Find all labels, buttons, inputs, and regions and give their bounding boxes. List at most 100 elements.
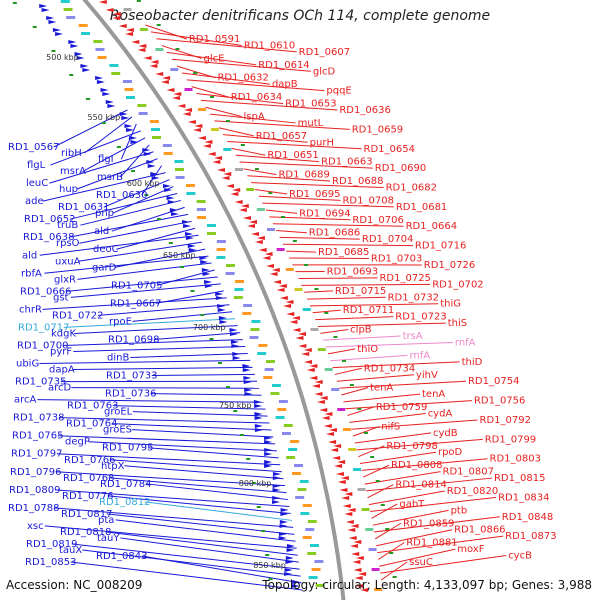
right-gene-label: thiD (462, 357, 483, 368)
left-label-connector (73, 346, 246, 352)
gene-arrow-reverse (150, 60, 159, 64)
gene-arrow-forward (291, 584, 300, 588)
gene-arrow-forward (244, 388, 253, 392)
right-label-connector (377, 535, 504, 554)
right-gene-label: RD1_0799 (485, 434, 536, 445)
gene-arrow-forward (217, 308, 226, 312)
left-label-connector (65, 276, 218, 292)
left-gene-label: groES (103, 425, 132, 436)
gene-arrow-forward (254, 428, 263, 432)
feature-tick (200, 314, 205, 316)
cog-block (150, 128, 160, 131)
gene-arrow-reverse (342, 504, 351, 508)
gene-arrow-reverse (301, 352, 310, 356)
left-gene-label: leuC (26, 178, 48, 189)
right-label-connectors (145, 24, 507, 581)
right-label-connector (304, 290, 333, 293)
right-gene-label: RD1_0808 (391, 460, 442, 471)
left-gene-label: RD1_0717 (18, 322, 69, 333)
cog-block (365, 528, 374, 531)
gene-arrow-forward (264, 464, 273, 468)
gene-arrow-reverse (212, 160, 221, 164)
gene-arrow-reverse (330, 448, 339, 452)
cog-block (263, 376, 273, 379)
gene-arrow-reverse (309, 376, 318, 380)
gene-arrow-reverse (149, 64, 158, 68)
gene-arrow-forward (147, 164, 156, 168)
right-gene-label: ssuC (409, 557, 433, 568)
right-gene-label: RD1_0734 (364, 363, 415, 374)
cog-block (348, 448, 357, 451)
cog-block (295, 496, 305, 499)
gene-arrow-forward (204, 284, 213, 288)
right-label-connector (330, 354, 408, 362)
left-gene-label: RD1_0819 (26, 539, 77, 550)
feature-tick (380, 504, 385, 506)
left-label-connector (132, 311, 233, 322)
gene-arrow-forward (284, 572, 293, 576)
gene-arrow-forward (82, 68, 91, 72)
gene-arrow-reverse (172, 96, 180, 100)
left-gene-label: RD1_0853 (25, 557, 76, 568)
feature-tick (116, 146, 121, 148)
right-label-connector (373, 516, 500, 533)
feature-tick (333, 336, 338, 338)
cog-block (163, 152, 173, 155)
cog-block (310, 328, 319, 331)
gene-arrow-forward (125, 128, 134, 132)
gene-arrow-reverse (160, 80, 169, 84)
left-gene-label: RD1_0700 (17, 340, 68, 351)
scale-tick-label: 550 kbp (88, 113, 121, 122)
right-label-connector (209, 113, 296, 124)
scale-tick-label: 650 kbp (163, 251, 196, 260)
gene-arrow-forward (121, 116, 130, 120)
right-gene-label: RD1_0688 (332, 176, 383, 187)
gene-arrow-forward (272, 496, 281, 500)
left-gene-label: arcA (14, 395, 37, 406)
gene-arrow-reverse (355, 556, 364, 560)
cog-block (93, 40, 103, 43)
gene-arrow-reverse (266, 264, 275, 268)
cog-block (60, 0, 70, 3)
left-gene-label: RD1_0722 (52, 310, 103, 321)
right-gene-label: RD1_0706 (352, 215, 403, 226)
left-label-connector (144, 501, 292, 521)
cog-block (155, 48, 164, 51)
accession-label: Accession: (6, 578, 70, 592)
right-label-connector (166, 51, 257, 66)
left-gene-label: flgL (27, 160, 46, 171)
right-gene-label: RD1_0682 (386, 183, 437, 194)
cog-block (281, 432, 291, 435)
gene-arrow-reverse (289, 320, 298, 324)
right-label-connector (379, 548, 456, 567)
cog-block (207, 224, 217, 227)
right-gene-label: RD1_0685 (318, 247, 369, 258)
gene-arrow-reverse (276, 288, 285, 292)
gene-arrow-forward (272, 476, 281, 480)
right-gene-label: RD1_0726 (424, 260, 475, 271)
cog-block (63, 8, 73, 11)
cog-block (361, 508, 370, 511)
gene-arrow-reverse (173, 92, 182, 96)
gene-arrow-forward (52, 28, 61, 32)
feature-tick (168, 242, 173, 244)
gene-arrow-reverse (197, 136, 206, 140)
feature-tick (180, 266, 185, 268)
gene-arrow-reverse (354, 576, 363, 580)
feature-tick (209, 338, 214, 340)
left-gene-label: dinB (107, 353, 129, 364)
gene-arrow-reverse (98, 0, 107, 4)
gene-arrow-reverse (187, 120, 196, 124)
cog-block (305, 528, 315, 531)
right-label-connector (265, 209, 298, 214)
left-gene-label: deoC (93, 244, 119, 255)
right-label-connector (276, 230, 307, 234)
feature-tick (261, 530, 266, 532)
left-gene-label: RD1_0638 (23, 232, 74, 243)
gene-arrow-reverse (202, 144, 211, 148)
cog-block (225, 272, 235, 275)
right-label-connector (231, 147, 266, 156)
gene-arrow-forward (41, 8, 50, 12)
scale-tick-label: 500 kbp (46, 53, 79, 62)
gene-arrow-forward (280, 512, 289, 516)
